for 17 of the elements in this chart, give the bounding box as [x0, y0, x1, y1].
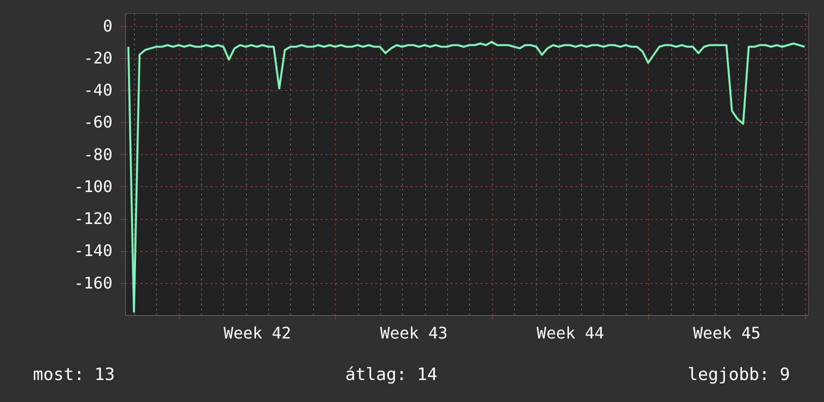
x-tick-label: Week 43: [380, 324, 448, 342]
y-tick-label: -120: [74, 209, 112, 228]
y-tick-label: -160: [74, 273, 112, 292]
text: most: 13: [33, 365, 115, 385]
line-series: [127, 40, 806, 313]
x-tick-label: Week 45: [693, 324, 761, 342]
y-tick-label: -100: [74, 176, 112, 196]
text: legjobb: 9: [688, 365, 790, 385]
y-tick-label: -20: [84, 48, 112, 68]
y-tick-label: -140: [74, 241, 112, 260]
y-tick-label: -60: [84, 112, 112, 132]
x-tick-label: Week 44: [536, 324, 604, 342]
y-tick-label: 0: [102, 16, 112, 36]
text: átlag: 14: [345, 365, 438, 385]
y-tick-label: -80: [84, 144, 112, 164]
y-tick-label: -40: [84, 80, 112, 100]
x-tick-label: Week 42: [224, 324, 292, 342]
